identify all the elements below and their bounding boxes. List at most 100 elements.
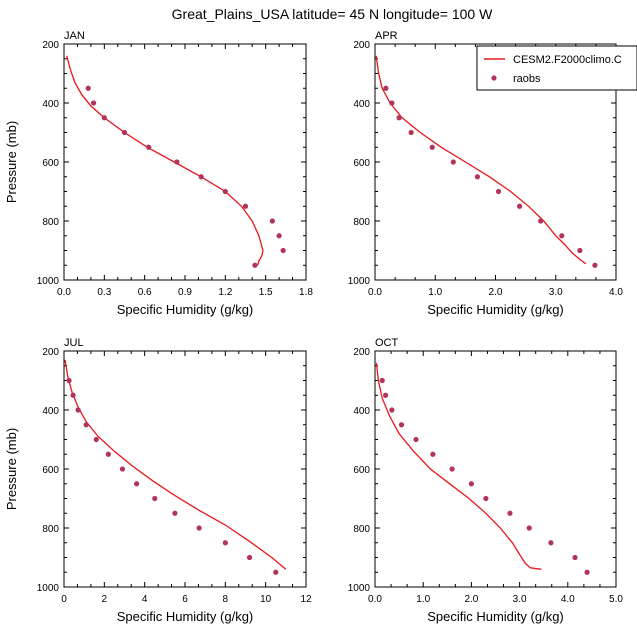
panel-apr-xtick-label: 0.0 <box>368 287 382 298</box>
panel-jan-raob-point <box>121 129 128 136</box>
panel-oct-xtick-label: 5.0 <box>609 594 623 605</box>
panel-oct-raob-point <box>526 525 532 531</box>
panel-jul-ytick-label: 600 <box>42 465 59 476</box>
panel-apr-raob-point <box>495 188 502 195</box>
panel-apr-raob-point <box>450 159 456 165</box>
panel-jan-xtick-label: 1.2 <box>218 287 232 298</box>
panel-oct-frame <box>374 350 617 588</box>
panel-jul-raob-point <box>134 481 140 487</box>
panel-apr-raob-point <box>592 262 598 268</box>
panel-jan-raob-point <box>276 233 282 239</box>
panel-oct-raob-point <box>548 540 554 546</box>
panel-jul-model-line <box>64 359 287 570</box>
panel-jan-raob-point <box>269 218 275 224</box>
panel-oct-xtick-label: 3.0 <box>513 594 527 605</box>
panel-jan-xtick-label: 0.3 <box>97 287 111 298</box>
panel-jul-raob-point <box>70 392 76 398</box>
panel-oct-model-line <box>375 362 542 570</box>
panel-apr-raob-point <box>559 233 565 239</box>
panel-apr-xlabel: Specific Humidity (g/kg) <box>427 302 564 317</box>
panel-jan-frame <box>63 43 307 281</box>
panel-jan-raob-point <box>174 159 180 165</box>
panel-oct-ytick-label: 800 <box>353 524 370 535</box>
panel-apr-raob-point <box>577 247 583 254</box>
panel-apr-raob-point <box>383 85 389 91</box>
panel-apr-ytick-label: 800 <box>353 217 370 228</box>
panel-jul-xtick-label: 0 <box>61 594 67 605</box>
panel-jul-raob-point <box>75 407 81 413</box>
panel-jan-title: JAN <box>64 30 85 42</box>
panel-apr-raob-point <box>429 144 435 150</box>
panel-jul-xtick-label: 8 <box>223 594 229 605</box>
panel-apr-raob-point <box>517 203 523 209</box>
panel-oct-raob-point <box>383 392 389 398</box>
panel-jul-data <box>64 359 287 575</box>
panel-oct-raob-point <box>483 495 489 502</box>
panel-jul-raob-point <box>119 466 126 472</box>
panels-container: 0.0 0.3 0.6 0.9 1.2 1.5 1.8 200 400 600 800 1000 JAN… <box>4 30 637 624</box>
panel-oct-xtick-label: 1.0 <box>416 594 430 605</box>
panel-jul-raob-point <box>273 569 279 575</box>
panel-jul-xtick-label: 4 <box>142 594 148 605</box>
panel-jan-xtick-label: 0.0 <box>57 287 71 298</box>
panel-apr-ytick-label: 1000 <box>348 276 371 287</box>
panel-jan-xtick-label: 1.8 <box>299 287 313 298</box>
panel-jan-raob-point <box>198 174 204 180</box>
legend-marker-swatch <box>491 75 497 81</box>
panel-apr-model-line <box>375 55 587 265</box>
panel-oct-ytick-label: 200 <box>353 347 370 358</box>
panel-jul-ytick-label: 200 <box>42 347 59 358</box>
panel-jan-xtick-label: 0.9 <box>178 287 192 298</box>
panel-oct-xlabel: Specific Humidity (g/kg) <box>427 609 564 624</box>
panel-jul-xtick-label: 6 <box>182 594 188 605</box>
legend-entry-label: CESM2.F2000climo.C <box>513 54 622 66</box>
panel-apr-ytick-label: 200 <box>353 40 370 51</box>
panel-apr-raob-point <box>389 100 395 106</box>
panel-jan-raob-point <box>85 85 91 91</box>
panel-jan-ylabel: Pressure (mb) <box>4 121 19 203</box>
panel-jan-raob-point <box>101 115 107 121</box>
panel-jul-raob-point <box>172 510 178 516</box>
panel-apr-xtick-label: 4.0 <box>609 287 623 298</box>
panel-apr-raob-point <box>396 115 402 121</box>
panel-oct-raob-point <box>389 407 395 413</box>
panel-jul-raob-point <box>93 436 99 443</box>
panel-oct-raob-point <box>413 436 419 443</box>
panel-jan-raob-point <box>222 188 228 195</box>
panel-jan: 0.0 0.3 0.6 0.9 1.2 1.5 1.8 200 400 600 800 1000 JAN… <box>4 30 313 317</box>
panel-jan-raob-point <box>242 203 249 209</box>
panel-oct-raob-point <box>468 481 474 487</box>
panel-jul-frame <box>63 350 307 588</box>
legend-box <box>476 45 637 91</box>
panel-oct-raob-point <box>379 377 385 384</box>
panel-jul-raob-point <box>66 377 72 384</box>
panel-jul-ytick-label: 800 <box>42 524 59 535</box>
panel-jul-ytick-label: 1000 <box>37 583 60 594</box>
panel-oct-xtick-label: 4.0 <box>561 594 575 605</box>
panel-apr-xtick-label: 2.0 <box>489 287 503 298</box>
panel-jan-raob-point <box>280 247 286 254</box>
panel-jan-raob-point <box>146 144 152 150</box>
panel-oct-ytick-label: 1000 <box>348 583 371 594</box>
panel-apr-ytick-label: 400 <box>353 99 370 110</box>
panel-oct-ytick-label: 400 <box>353 406 370 417</box>
panel-apr-raob-point <box>408 129 414 136</box>
panel-apr-xtick-label: 1.0 <box>428 287 442 298</box>
panel-jan-xtick-label: 1.5 <box>259 287 273 298</box>
panel-oct: 0.0 1.0 2.0 3.0 4.0 5.0 200 400 600 800 1000 OCT Spe… <box>348 337 624 624</box>
panel-jan-ytick-label: 600 <box>42 158 59 169</box>
panel-oct-ytick-label: 600 <box>353 465 370 476</box>
panel-jan-xlabel: Specific Humidity (g/kg) <box>117 302 254 317</box>
panel-apr-raob-point <box>474 174 481 180</box>
panel-oct-raob-point <box>430 451 436 457</box>
panel-jan-model-line <box>66 55 264 266</box>
panel-oct-xtick-label: 0.0 <box>368 594 382 605</box>
panel-oct-data <box>375 362 590 575</box>
panel-oct-raob-point <box>507 510 513 516</box>
panel-oct-raob-point <box>398 422 405 428</box>
panel-jul-raob-point <box>196 525 202 531</box>
legend: CESM2.F2000climo.C raobs <box>476 45 637 91</box>
panel-jul-ylabel: Pressure (mb) <box>4 428 19 510</box>
panel-jul-title: JUL <box>64 337 84 349</box>
